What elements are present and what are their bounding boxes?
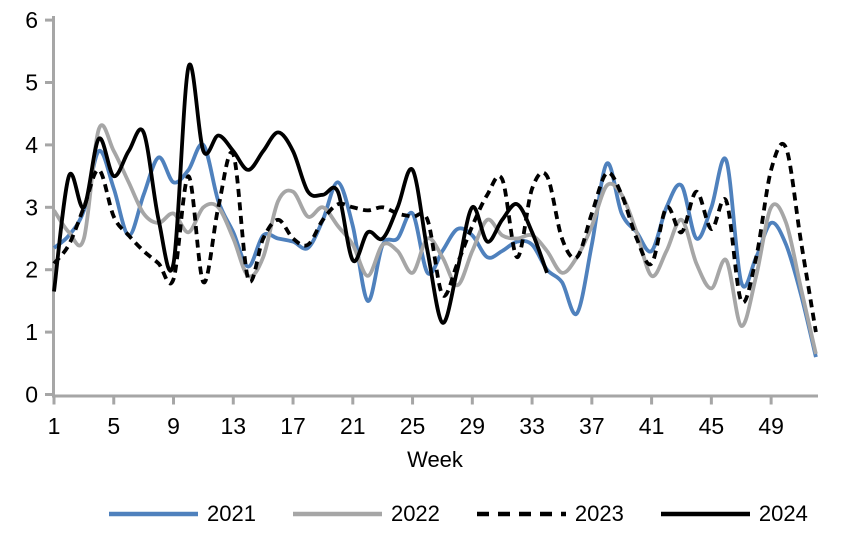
x-tick-label: 17 [280, 413, 306, 439]
x-tick-label: 29 [460, 413, 486, 439]
y-tick-label: 1 [25, 319, 38, 345]
x-tick-label: 45 [699, 413, 725, 439]
legend-item-2024: 2024 [659, 501, 808, 527]
y-tick-label: 2 [25, 257, 38, 283]
x-tick-label: 33 [519, 413, 545, 439]
x-tick-label: 49 [758, 413, 784, 439]
series-line-2022 [52, 123, 818, 355]
x-tick-label: 5 [107, 413, 120, 439]
y-tick-label: 3 [25, 194, 38, 220]
x-tick-label: 41 [639, 413, 665, 439]
x-tick-label: 37 [579, 413, 605, 439]
series-line-2023 [52, 141, 818, 333]
x-tick-label: 25 [400, 413, 426, 439]
legend-item-2023: 2023 [475, 501, 624, 527]
x-tick-label: 21 [340, 413, 366, 439]
legend-line-sample-2024 [660, 511, 750, 517]
series-line-2024 [52, 62, 549, 325]
y-tick-label: 0 [25, 382, 38, 408]
x-axis-title: Week [407, 447, 463, 472]
legend-label-2023: 2023 [574, 501, 624, 526]
legend: 2021 2022 2023 2024 [107, 501, 808, 527]
y-tick-label: 4 [25, 132, 38, 158]
legend-item-2021: 2021 [107, 501, 256, 527]
x-tick-label: 1 [48, 413, 61, 439]
y-tick-label: 5 [25, 70, 38, 96]
legend-line-sample-2023 [476, 511, 566, 517]
y-tick-label: 6 [25, 7, 38, 33]
legend-line-sample-2022 [292, 511, 382, 517]
legend-label-2022: 2022 [390, 501, 440, 526]
legend-label-2024: 2024 [758, 501, 808, 526]
x-tick-label: 9 [167, 413, 180, 439]
legend-line-sample-2021 [109, 511, 198, 517]
legend-label-2021: 2021 [207, 501, 256, 526]
x-tick-label: 13 [220, 413, 246, 439]
legend-item-2022: 2022 [291, 501, 440, 527]
